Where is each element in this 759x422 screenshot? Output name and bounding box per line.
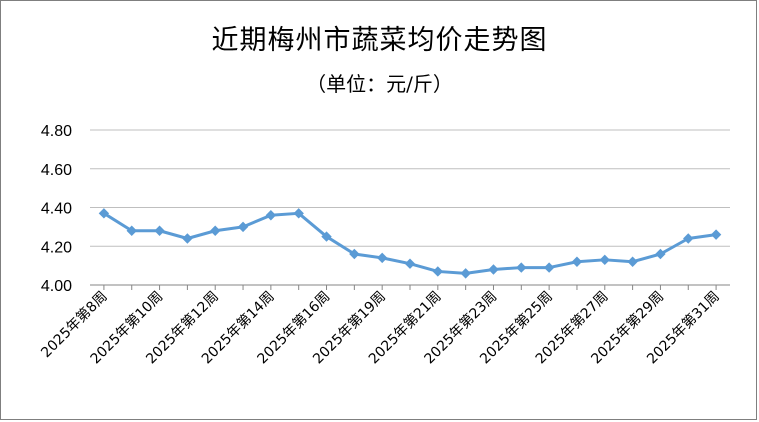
data-point-marker [182, 233, 193, 244]
y-tick-label: 4.80 [41, 123, 72, 140]
data-point-marker [210, 225, 221, 236]
data-point-marker [683, 233, 694, 244]
data-point-marker [293, 208, 304, 219]
data-point-marker [237, 221, 249, 233]
data-point-marker [265, 210, 277, 221]
data-point-marker [571, 256, 583, 267]
data-point-marker [432, 266, 444, 277]
gridlines [90, 129, 730, 286]
x-axis: 2025年第8周2025年第10周2025年第12周2025年第14周2025年… [38, 285, 723, 367]
data-point-marker [710, 229, 722, 240]
y-tick-label: 4.60 [41, 162, 72, 179]
data-point-marker [126, 225, 137, 236]
data-point-marker [543, 262, 555, 273]
data-point-marker [488, 264, 499, 275]
y-tick-label: 4.00 [41, 278, 72, 295]
data-point-marker [627, 256, 638, 267]
data-point-marker [154, 225, 165, 236]
data-point-marker [599, 254, 610, 266]
data-point-marker [516, 262, 527, 273]
data-point-marker [655, 248, 666, 260]
data-point-marker [321, 231, 332, 242]
chart-subtitle: （单位：元/斤） [306, 72, 453, 96]
chart-title: 近期梅州市蔬菜均价走势图 [211, 25, 548, 56]
data-point-marker [460, 268, 471, 279]
y-tick-label: 4.40 [41, 201, 72, 218]
y-axis: 4.00 4.20 4.40 4.60 4.80 [41, 123, 72, 295]
data-point-marker [98, 208, 110, 219]
data-point-marker [376, 252, 388, 264]
data-point-marker [404, 258, 416, 269]
y-tick-label: 4.20 [41, 239, 72, 256]
series-line [98, 208, 722, 279]
data-point-marker [349, 248, 360, 260]
